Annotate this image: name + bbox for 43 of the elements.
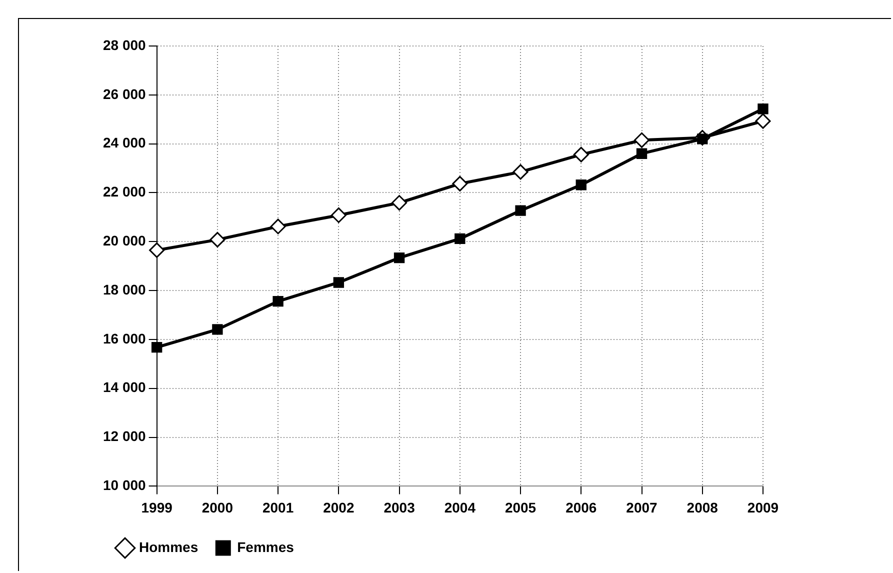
x-tick-label: 2003 <box>384 499 416 516</box>
y-tick-label: 20 000 <box>102 232 146 249</box>
point <box>210 232 226 248</box>
point <box>333 277 344 288</box>
point <box>330 207 346 223</box>
point <box>634 132 650 148</box>
point <box>755 113 771 129</box>
x-tick-label: 2008 <box>686 499 718 516</box>
point <box>636 148 648 159</box>
x-tick-label: 1999 <box>141 499 173 516</box>
point <box>392 195 408 211</box>
point <box>212 324 223 335</box>
x-tick-label: 2005 <box>504 499 536 516</box>
legend-label: Femmes <box>237 538 294 555</box>
legend-label: Hommes <box>139 538 198 555</box>
y-tick-label: 14 000 <box>102 379 146 396</box>
y-tick-label: 16 000 <box>102 330 146 346</box>
y-tick-label: 26 000 <box>102 86 146 102</box>
point <box>151 342 162 353</box>
x-tick-label: 2002 <box>323 499 354 516</box>
y-tick-label: 28 000 <box>102 36 146 53</box>
x-tick-label: 2009 <box>747 499 779 516</box>
point <box>394 252 405 264</box>
y-tick-label: 24 000 <box>102 134 146 151</box>
point <box>272 296 284 307</box>
point <box>149 242 165 258</box>
x-tick-label: 2006 <box>566 499 597 516</box>
y-tick-label: 22 000 <box>102 184 146 200</box>
point <box>576 180 586 190</box>
point <box>515 205 526 216</box>
x-tick-label: 2000 <box>202 499 234 516</box>
point <box>452 176 468 192</box>
point <box>512 164 528 180</box>
point <box>270 218 286 234</box>
point <box>573 146 589 162</box>
x-tick-label: 2004 <box>444 499 476 516</box>
point <box>454 233 466 244</box>
point <box>758 104 768 114</box>
y-tick-label: 12 000 <box>102 428 146 444</box>
y-tick-label: 18 000 <box>102 281 146 298</box>
x-tick-label: 2007 <box>626 499 658 516</box>
y-tick-label: 10 000 <box>102 477 146 494</box>
x-tick-label: 2001 <box>262 499 294 516</box>
